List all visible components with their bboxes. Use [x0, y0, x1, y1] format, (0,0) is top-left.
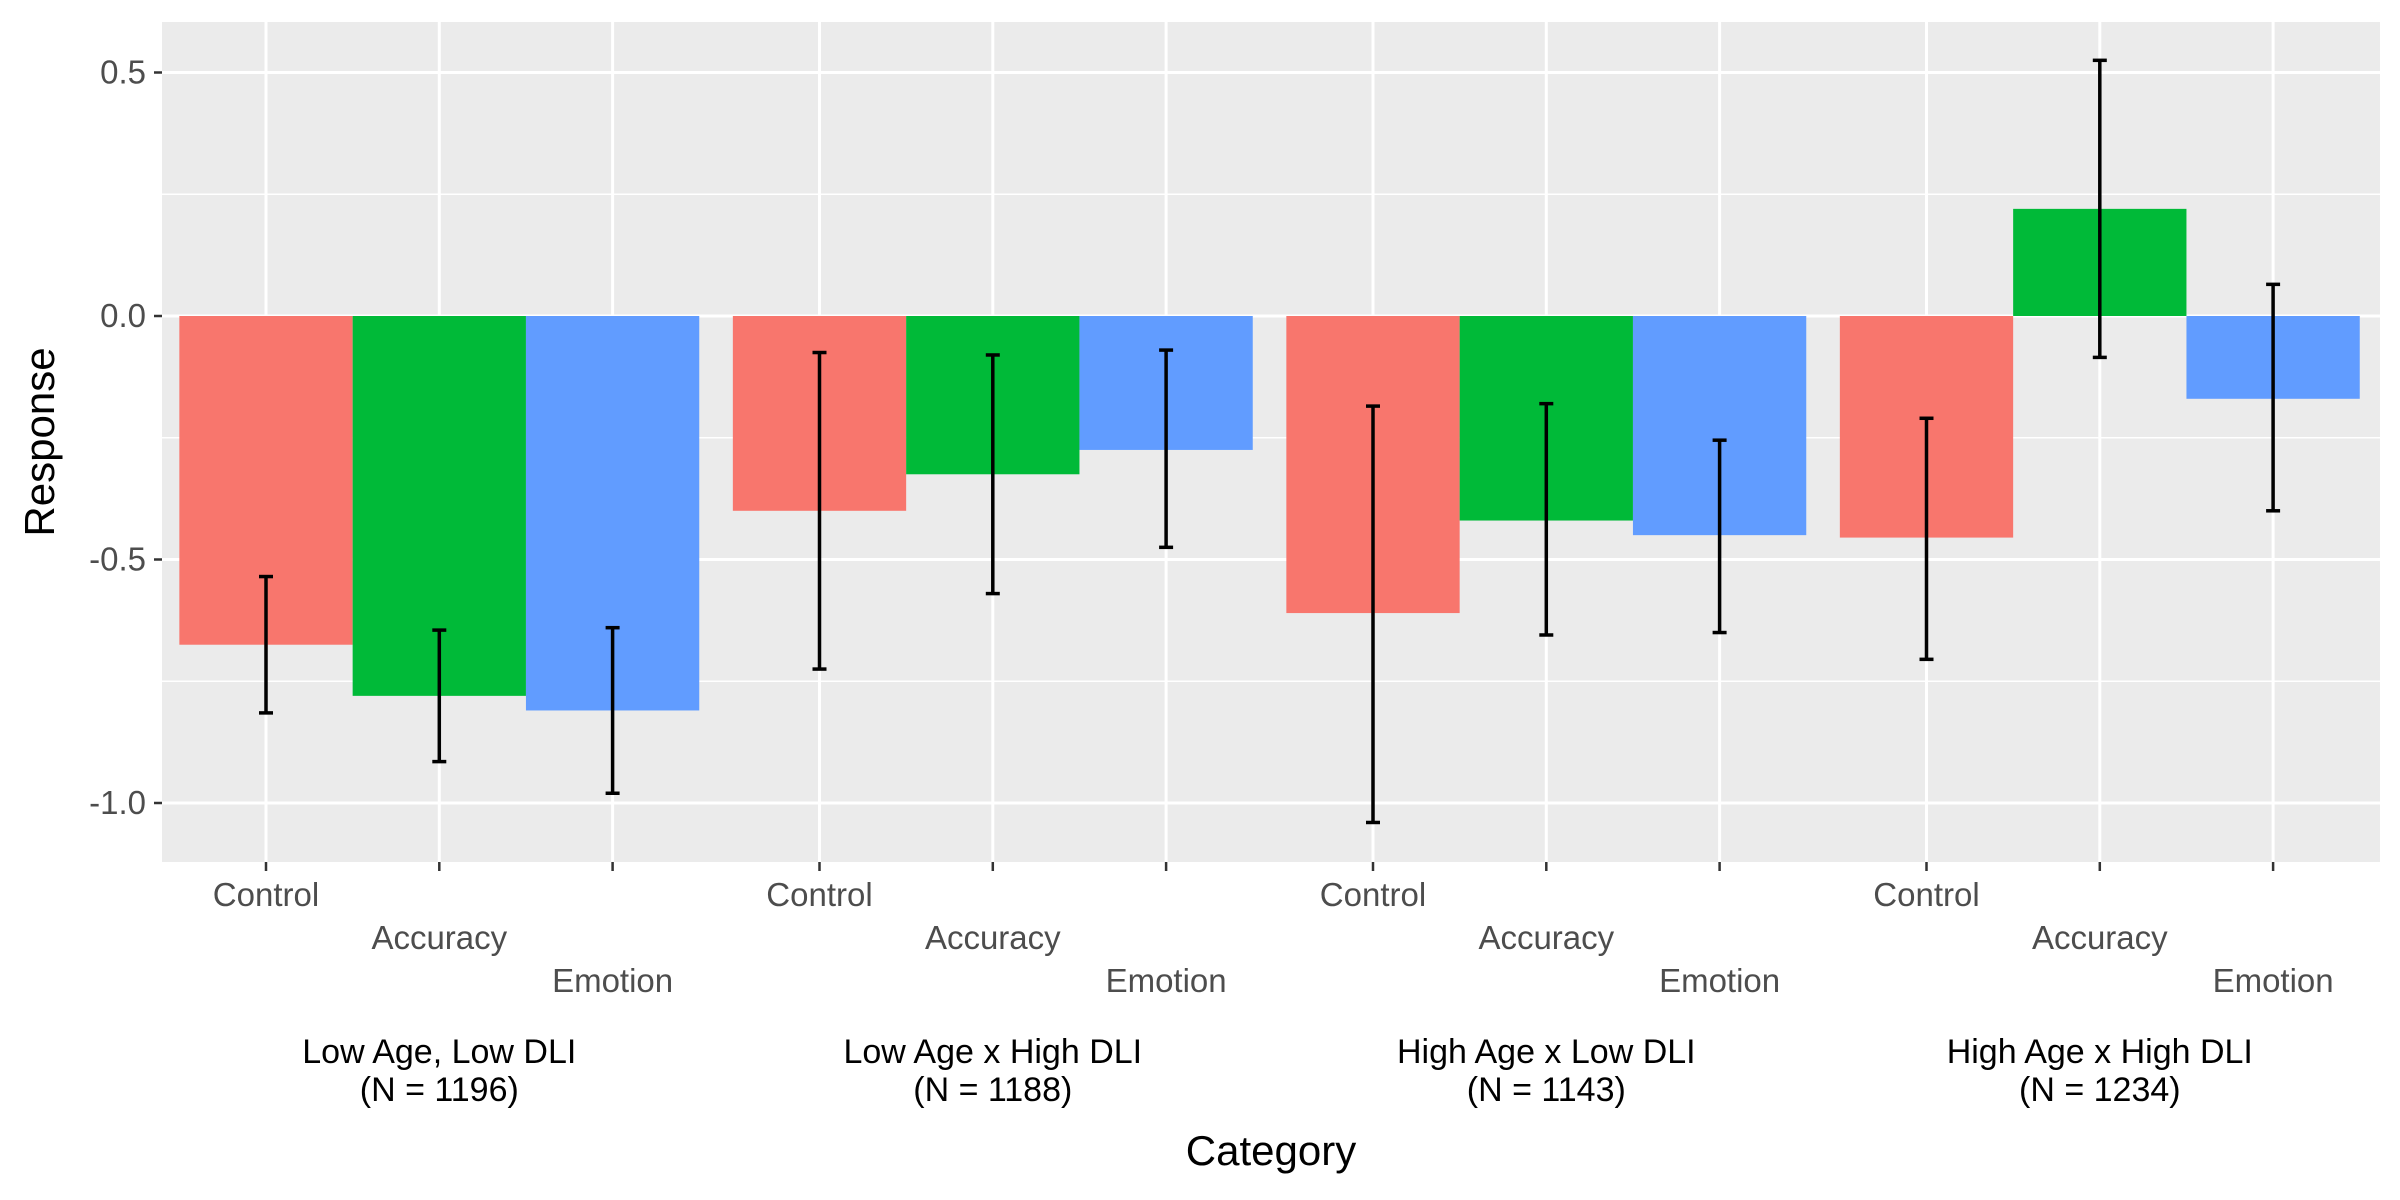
group-label: Low Age, Low DLI: [302, 1033, 576, 1071]
y-axis: 0.5 0.0 -0.5 -1.0: [89, 54, 162, 821]
group-label: High Age x High DLI: [1947, 1033, 2253, 1071]
x-tick-label: Emotion: [1659, 962, 1780, 999]
y-tick-label: -0.5: [89, 541, 146, 578]
error-bars: [259, 58, 2281, 825]
x-tick-label: Accuracy: [1478, 919, 1614, 956]
y-tick-label: 0.0: [100, 297, 146, 334]
group-n-label: (N = 1196): [360, 1071, 519, 1109]
group-n-label: (N = 1143): [1467, 1071, 1626, 1109]
group-n-label: (N = 1234): [2019, 1071, 2181, 1109]
x-tick-label: Emotion: [1106, 962, 1227, 999]
y-tick-label: -1.0: [89, 784, 146, 821]
x-tick-label: Emotion: [552, 962, 673, 999]
y-tick-label: 0.5: [100, 54, 146, 91]
x-tick-label: Control: [1873, 876, 1979, 913]
x-tick-label: Control: [1320, 876, 1426, 913]
x-tick-label: Control: [213, 876, 319, 913]
group-label: High Age x Low DLI: [1397, 1033, 1696, 1071]
x-tick-label: Accuracy: [2032, 919, 2168, 956]
x-axis-title: Category: [1186, 1127, 1356, 1174]
x-tick-label: Emotion: [2213, 962, 2334, 999]
x-tick-label: Accuracy: [925, 919, 1061, 956]
group-label: Low Age x High DLI: [843, 1033, 1142, 1071]
y-axis-title: Response: [16, 347, 63, 536]
group-n-label: (N = 1188): [913, 1071, 1072, 1109]
x-tick-label: Accuracy: [371, 919, 507, 956]
x-tick-label: Control: [766, 876, 872, 913]
